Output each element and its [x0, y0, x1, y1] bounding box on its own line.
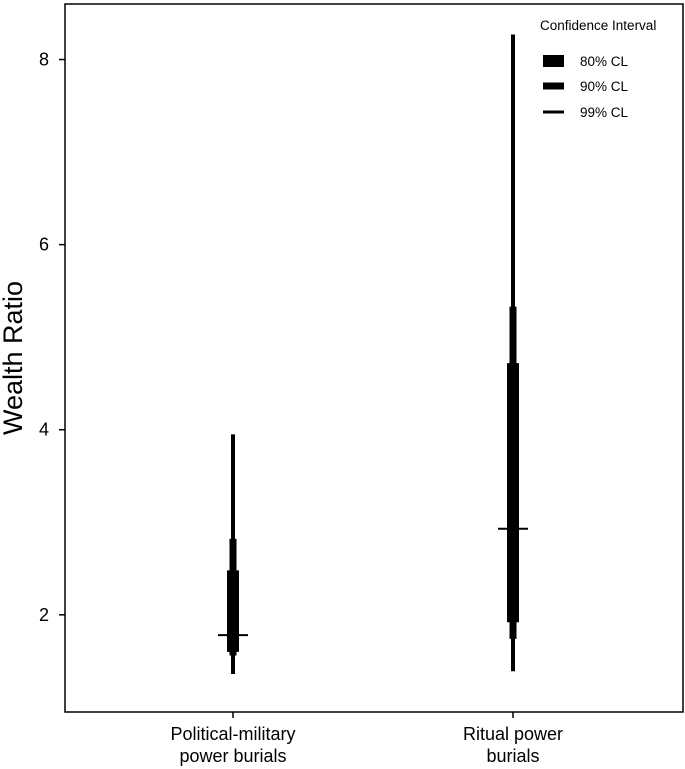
y-tick-label-4: 4	[39, 420, 49, 440]
x-category-label-line: power burials	[179, 746, 286, 766]
plot-frame	[64, 3, 684, 713]
legend-title: Confidence Interval	[540, 18, 656, 33]
x-category-label-1: Political-military power burials	[170, 724, 295, 766]
x-category-label-line: Political-military	[170, 724, 295, 744]
legend-swatch-2	[543, 82, 564, 90]
y-tick-label-8: 8	[39, 50, 49, 70]
legend: Confidence Interval 80% CL 90% CL 99% CL	[540, 18, 656, 120]
x-category-label-line: Ritual power	[463, 724, 563, 744]
interval-group-1	[218, 434, 248, 675]
legend-swatch-1	[543, 55, 564, 67]
interval-marks	[218, 34, 528, 675]
legend-label-3: 99% CL	[580, 105, 629, 120]
y-axis: 2 4 6 8	[39, 50, 65, 625]
y-tick-label-2: 2	[39, 605, 49, 625]
x-category-label-line: burials	[486, 746, 539, 766]
legend-label-1: 80% CL	[580, 54, 629, 69]
y-axis-title: Wealth Ratio	[0, 281, 28, 435]
x-axis: Political-military power burials Ritual po…	[170, 712, 563, 766]
legend-swatch-3	[543, 110, 564, 114]
interval-group-2	[498, 34, 528, 672]
legend-label-2: 90% CL	[580, 79, 629, 94]
x-category-label-2: Ritual power burials	[463, 724, 563, 766]
y-tick-label-6: 6	[39, 235, 49, 255]
